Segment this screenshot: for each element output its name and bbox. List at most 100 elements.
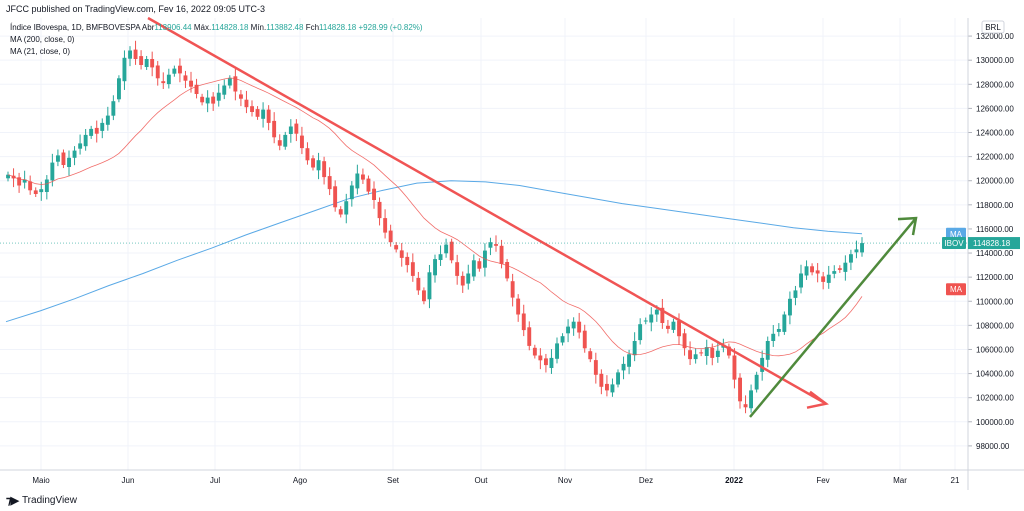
candle-body	[860, 243, 864, 253]
currency-badge-label: BRL	[985, 23, 1001, 32]
candle-body	[488, 242, 493, 248]
y-tick-label: 130000.00	[976, 56, 1014, 65]
ibov-price-value: 114828.18	[973, 239, 1011, 248]
candle-body	[654, 309, 659, 315]
candle-body	[771, 333, 776, 341]
ibov-tag	[942, 237, 966, 250]
legend-ma200[interactable]: MA (200, close, 0)	[10, 35, 75, 44]
candle-body	[505, 262, 510, 279]
candle-body	[449, 241, 454, 261]
legend-symbol-row: Índice IBovespa, 1D, BMFBOVESPA Abr11390…	[10, 22, 423, 34]
brand-label: TradingView	[21, 495, 77, 506]
y-tick-label: 122000.00	[976, 153, 1014, 162]
downtrend-arrowhead	[806, 390, 829, 409]
legend-symbol: Índice IBovespa, 1D, BMFBOVESPA	[10, 23, 141, 32]
candle-body	[643, 320, 648, 322]
y-tick-label: 98000.00	[976, 442, 1010, 451]
ma200-tag	[946, 227, 966, 240]
candle-body	[727, 346, 731, 356]
candle-body	[555, 343, 559, 359]
candle-body	[183, 75, 188, 81]
ibov-price-tag	[968, 237, 1020, 250]
candle-body	[349, 185, 354, 200]
ma200-tag-label: MA	[950, 230, 963, 239]
y-tick-label: 126000.00	[976, 104, 1014, 113]
y-tick-label: 132000.00	[976, 32, 1014, 41]
x-tick-label: Dez	[639, 476, 653, 485]
candle-body	[311, 158, 315, 168]
uptrend-arrowhead	[897, 216, 918, 236]
x-tick-label: Set	[387, 476, 400, 485]
candle-body	[849, 254, 853, 263]
candle-body	[383, 218, 388, 233]
candle-body	[366, 178, 371, 192]
candle-body	[776, 329, 781, 332]
candle-body	[782, 314, 787, 332]
candle-body	[17, 177, 22, 186]
candle-body	[139, 56, 144, 65]
y-tick-label: 108000.00	[976, 321, 1014, 330]
y-tick-label: 118000.00	[976, 201, 1014, 210]
candle-body	[521, 313, 526, 331]
candle-body	[677, 320, 681, 337]
candle-body	[754, 374, 759, 390]
candle-body	[854, 249, 859, 253]
publisher-line: JFCC published on TradingView.com, Fev 1…	[6, 4, 265, 14]
candle-body	[277, 140, 282, 146]
candle-body	[410, 262, 415, 276]
candle-body	[599, 373, 604, 387]
footer-brand[interactable]: ⁊▶ TradingView	[6, 494, 77, 507]
candle-body	[144, 59, 149, 67]
candle-body	[22, 179, 27, 183]
candle-body	[499, 245, 504, 264]
y-tick-label: 102000.00	[976, 394, 1014, 403]
candle-body	[178, 65, 182, 74]
candle-body	[544, 358, 548, 366]
candle-body	[799, 273, 803, 288]
candle-body	[105, 115, 110, 125]
candle-body	[571, 321, 576, 329]
legend-abr-label: Abr	[141, 23, 155, 32]
candle-body	[826, 274, 831, 283]
legend-fch-value: 114828.18	[319, 23, 357, 32]
chart-legend: Índice IBovespa, 1D, BMFBOVESPA Abr11390…	[10, 22, 423, 58]
candle-body	[588, 351, 593, 360]
x-tick-label: Fev	[816, 476, 829, 485]
candle-body	[538, 355, 543, 361]
candle-body	[266, 109, 271, 123]
y-tick-label: 106000.00	[976, 345, 1014, 354]
ma21-tag-label: MA	[950, 285, 963, 294]
candle-body	[560, 336, 565, 343]
tradingview-logo-icon: ⁊▶	[6, 495, 19, 507]
candle-body	[699, 352, 704, 354]
candle-body	[566, 326, 570, 334]
candle-body	[372, 188, 376, 200]
candle-body	[283, 134, 288, 147]
candle-body	[743, 404, 748, 408]
legend-min-value: 113882.48	[266, 23, 304, 32]
candle-body	[466, 273, 471, 284]
candle-body	[150, 59, 155, 68]
candle-body	[494, 244, 498, 246]
candle-body	[89, 128, 94, 136]
candle-body	[510, 281, 515, 298]
legend-ma21[interactable]: MA (21, close, 0)	[10, 47, 71, 56]
candle-body	[239, 94, 243, 99]
candle-body	[427, 272, 432, 300]
candle-body	[211, 96, 216, 104]
candle-body	[693, 354, 698, 360]
candle-body	[327, 176, 332, 190]
candle-body	[682, 333, 687, 349]
candle-body	[460, 275, 465, 286]
candle-body	[344, 201, 349, 215]
candle-body	[244, 99, 249, 108]
ma21-tag	[946, 283, 966, 296]
y-tick-label: 120000.00	[976, 177, 1014, 186]
candle-body	[577, 321, 582, 333]
candle-body	[549, 357, 554, 368]
candle-body	[660, 307, 665, 323]
candle-body	[355, 173, 360, 189]
candle-body	[78, 143, 83, 149]
candle-body	[205, 97, 210, 104]
